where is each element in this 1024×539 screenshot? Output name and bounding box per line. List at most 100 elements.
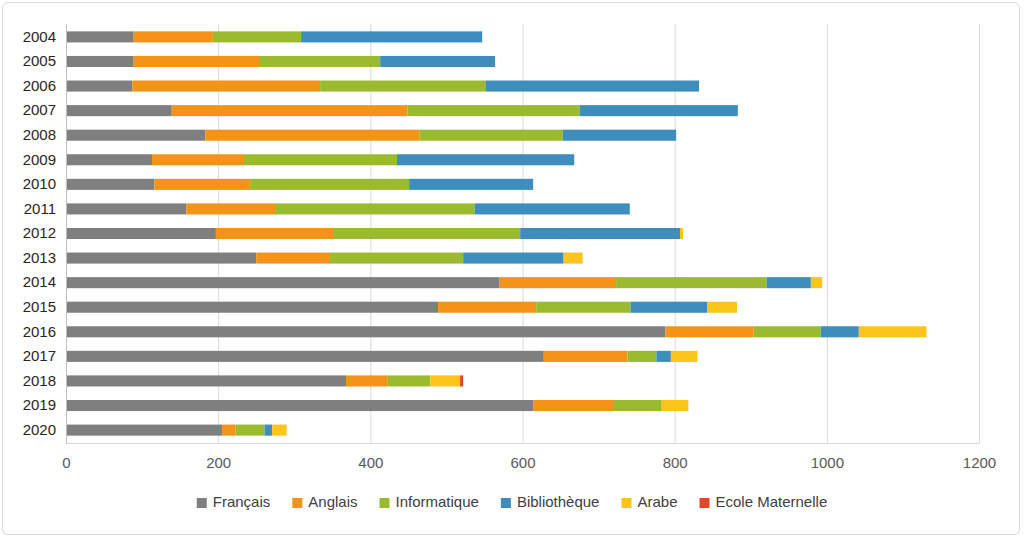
bar-segment [346, 375, 388, 386]
bar-segment [631, 302, 708, 313]
bars [66, 31, 927, 435]
bar-segment [580, 105, 738, 116]
y-tick: 2007 [23, 101, 56, 118]
bar-segment [676, 130, 677, 141]
bar-segment [582, 253, 583, 264]
bar-segment [482, 31, 483, 42]
bar-segment [186, 203, 276, 214]
y-tick: 2005 [23, 52, 56, 69]
bar-segment [66, 228, 216, 239]
series-group [132, 31, 754, 435]
bar-segment [320, 81, 486, 92]
bar-segment [627, 351, 656, 362]
bar-segment [66, 277, 500, 288]
bar-segment [486, 81, 699, 92]
x-axis: 020040060080010001200 [62, 24, 996, 471]
bar-segment [475, 203, 630, 214]
y-tick: 2014 [23, 273, 56, 290]
bar-segment [409, 179, 533, 190]
y-tick: 2017 [23, 347, 56, 364]
bar-segment [683, 228, 684, 239]
bar-segment [822, 277, 823, 288]
y-tick-label: 2007 [23, 101, 56, 118]
bar-segment [737, 105, 738, 116]
bar-segment [66, 56, 134, 67]
legend-item: Bibliothèque [501, 493, 600, 510]
bar-segment [767, 277, 811, 288]
legend-label: Bibliothèque [517, 493, 600, 510]
y-tick: 2012 [23, 224, 56, 241]
bar-segment [859, 326, 927, 337]
legend-swatch [621, 498, 631, 508]
y-tick-label: 2010 [23, 175, 56, 192]
legend-item: Français [197, 493, 271, 510]
bar-segment [574, 154, 575, 165]
bar-segment [408, 105, 580, 116]
bar-segment [699, 81, 700, 92]
bar-segment [260, 56, 380, 67]
bar-segment [276, 203, 475, 214]
bar-segment [66, 302, 438, 313]
y-tick: 2020 [23, 421, 56, 438]
legend-label: Arabe [637, 493, 677, 510]
bar-segment [533, 179, 534, 190]
bar-segment [66, 179, 154, 190]
x-tick-label: 200 [206, 454, 231, 471]
x-axis-line [67, 443, 980, 444]
bar-segment [66, 400, 533, 411]
series-group [460, 375, 463, 386]
y-tick: 2008 [23, 126, 56, 143]
legend-label: Ecole Maternelle [716, 493, 828, 510]
bar-segment [66, 105, 172, 116]
x-tick-label: 400 [358, 454, 383, 471]
bar-segment [66, 375, 346, 386]
bar-segment [333, 228, 520, 239]
bar-segment [66, 130, 205, 141]
bar-segment [671, 351, 698, 362]
bar-segment [397, 154, 574, 165]
grid-line [979, 24, 980, 443]
legend-item: Informatique [380, 493, 479, 510]
bar-segment [754, 326, 821, 337]
legend-item: Ecole Maternelle [700, 493, 828, 510]
bar-segment [66, 351, 544, 362]
legend-label: Informatique [396, 493, 479, 510]
bar-segment [544, 351, 628, 362]
legend-swatch [197, 498, 207, 508]
legend: FrançaisAnglaisInformatiqueBibliothèqueA… [197, 493, 827, 510]
bar-segment [250, 179, 409, 190]
bar-segment [482, 31, 483, 42]
bar-segment [205, 130, 420, 141]
bar-segment [216, 228, 333, 239]
x-tick-label: 1200 [963, 454, 996, 471]
x-tick: 1000 [811, 24, 844, 471]
y-tick: 2009 [23, 151, 56, 168]
bar-segment [697, 351, 698, 362]
bar-segment [66, 81, 132, 92]
bar-segment [676, 130, 677, 141]
bar-segment [821, 326, 859, 337]
bar-segment [629, 203, 630, 214]
bar-segment [134, 56, 260, 67]
bar-segment [286, 425, 287, 436]
bar-segment [811, 277, 822, 288]
bar-segment [520, 228, 680, 239]
x-tick-label: 1000 [811, 454, 844, 471]
y-tick: 2006 [23, 77, 56, 94]
bar-segment [134, 31, 213, 42]
y-tick-label: 2009 [23, 151, 56, 168]
bar-segment [500, 277, 616, 288]
bar-segment [236, 425, 265, 436]
bar-segment [380, 56, 495, 67]
y-tick-label: 2012 [23, 224, 56, 241]
y-tick-label: 2017 [23, 347, 56, 364]
bar-segment [680, 228, 683, 239]
bar-segment [66, 203, 186, 214]
bar-segment [244, 154, 397, 165]
bar-segment [66, 154, 152, 165]
y-tick-label: 2005 [23, 52, 56, 69]
bar-segment [430, 375, 460, 386]
bar-segment [737, 302, 738, 313]
y-tick: 2015 [23, 298, 56, 315]
y-axis-line [66, 25, 67, 444]
